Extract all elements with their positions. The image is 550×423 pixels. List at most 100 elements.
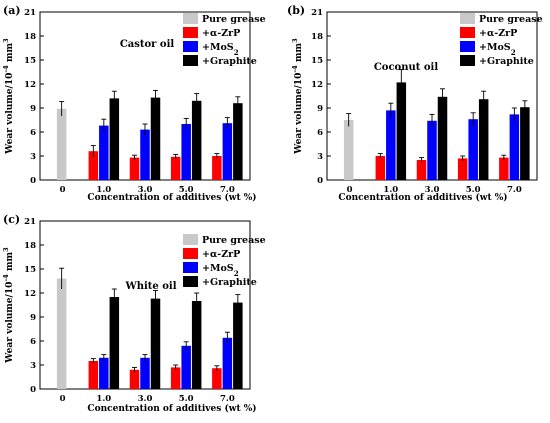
legend-label: Pure grease	[202, 235, 266, 246]
bar-mos-7.0	[222, 123, 233, 180]
y-tick-label: 0	[30, 385, 36, 395]
bar-zrp-1.0	[88, 151, 99, 180]
x-axis-label: Concentration of additives (wt %)	[338, 192, 507, 203]
y-axis-label: Wear volume/10-4 mm3	[2, 247, 15, 364]
x-axis-label: Concentration of additives (wt %)	[87, 403, 256, 414]
x-tick-label: 0	[60, 185, 66, 195]
legend-label: +Graphite	[202, 277, 257, 288]
legend-swatch	[460, 41, 475, 52]
legend-label: +Graphite	[479, 56, 534, 67]
bar-zrp-7.0	[212, 156, 222, 180]
y-tick-label: 18	[24, 241, 36, 251]
bar-zrp-5.0	[457, 158, 468, 180]
x-tick-label: 3.0	[138, 185, 153, 195]
bar-zrp-5.0	[170, 367, 181, 389]
legend-swatch	[183, 55, 198, 66]
y-tick-label: 3	[30, 152, 36, 162]
legend-swatch	[460, 27, 475, 38]
y-tick-label: 9	[30, 104, 36, 114]
legend-label: Pure grease	[479, 14, 543, 25]
legend-label: +MoS2	[202, 263, 239, 278]
panel-label: (a)	[3, 4, 21, 17]
y-tick-label: 21	[24, 8, 36, 18]
y-tick-label: 15	[311, 56, 323, 66]
y-tick-label: 15	[24, 56, 36, 66]
oil-label: White oil	[124, 281, 176, 292]
bar-mos-1.0	[99, 125, 109, 180]
y-tick-label: 6	[30, 337, 36, 347]
chart-panel-2: 0 3 6 9 12 15 18 21 0 1.0 3.0 5.0 7.0 (b) Coconut oil P…	[287, 4, 543, 203]
oil-label: Castor oil	[120, 39, 175, 50]
y-tick-label: 18	[24, 32, 36, 42]
bar-zrp-5.0	[170, 156, 181, 180]
x-tick-label: 0	[347, 185, 353, 195]
bar-graphite-1.0	[396, 82, 407, 180]
y-tick-label: 12	[24, 289, 36, 299]
y-tick-label: 21	[311, 8, 323, 18]
y-axis-label: Wear volume/10-4 mm3	[291, 38, 304, 155]
bar-graphite-7.0	[233, 302, 243, 389]
bar-graphite-3.0	[150, 97, 161, 180]
legend-swatch	[183, 13, 198, 24]
bar-pure-grease-0	[56, 278, 67, 389]
bar-mos-3.0	[140, 129, 150, 180]
bar-zrp-3.0	[416, 160, 427, 180]
y-tick-label: 21	[24, 217, 36, 227]
bar-pure-grease-0	[56, 108, 67, 180]
legend-label: +MoS2	[202, 42, 239, 57]
bar-zrp-7.0	[212, 368, 222, 389]
bar-pure-grease-0	[343, 120, 354, 180]
y-tick-label: 9	[317, 104, 323, 114]
legend-swatch	[460, 55, 475, 66]
y-axis-label: Wear volume/10-4 mm3	[2, 38, 15, 155]
y-tick-label: 0	[30, 176, 36, 186]
panel-label: (c)	[3, 213, 20, 226]
bar-mos-5.0	[181, 124, 191, 180]
y-tick-label: 18	[311, 32, 323, 42]
bar-graphite-7.0	[233, 103, 243, 180]
legend-swatch	[183, 276, 198, 287]
bar-graphite-1.0	[109, 98, 120, 180]
x-tick-label: 0	[60, 394, 66, 404]
legend-label: +α-ZrP	[479, 28, 517, 39]
legend-label: +Graphite	[202, 56, 257, 67]
y-tick-label: 0	[317, 176, 323, 186]
chart-panel-3: 0 3 6 9 12 15 18 21 0 1.0 3.0 5.0 7.0 (c) White oil Pur…	[2, 213, 266, 414]
x-tick-label: 3.0	[138, 394, 153, 404]
bar-graphite-5.0	[191, 100, 202, 180]
bar-graphite-7.0	[520, 107, 530, 180]
x-axis-label: Concentration of additives (wt %)	[87, 192, 256, 203]
bar-mos-5.0	[181, 345, 191, 389]
y-tick-label: 3	[317, 152, 323, 162]
legend-swatch	[183, 262, 198, 273]
bar-mos-3.0	[427, 120, 437, 180]
x-tick-label: 7.0	[220, 394, 235, 404]
x-tick-label: 1.0	[96, 185, 111, 195]
bar-mos-7.0	[222, 337, 233, 389]
bar-mos-1.0	[386, 110, 396, 180]
legend-swatch	[183, 41, 198, 52]
x-tick-label: 5.0	[179, 394, 194, 404]
bar-mos-5.0	[468, 119, 478, 180]
bar-graphite-3.0	[437, 96, 448, 180]
legend-label: +α-ZrP	[202, 249, 240, 260]
bar-zrp-3.0	[129, 157, 140, 180]
bar-graphite-3.0	[150, 298, 161, 389]
bar-zrp-3.0	[129, 369, 140, 389]
y-tick-label: 12	[311, 80, 323, 90]
bar-graphite-5.0	[191, 301, 202, 389]
y-tick-label: 6	[30, 128, 36, 138]
x-tick-label: 1.0	[383, 185, 398, 195]
x-tick-label: 7.0	[220, 185, 235, 195]
y-tick-label: 6	[317, 128, 323, 138]
y-tick-label: 15	[24, 265, 36, 275]
legend-swatch	[183, 27, 198, 38]
bar-zrp-1.0	[88, 361, 99, 389]
legend-swatch	[460, 13, 475, 24]
x-tick-label: 3.0	[425, 185, 440, 195]
legend-label: Pure grease	[202, 14, 266, 25]
x-tick-label: 7.0	[507, 185, 522, 195]
x-tick-label: 1.0	[96, 394, 111, 404]
bar-zrp-1.0	[375, 156, 386, 180]
